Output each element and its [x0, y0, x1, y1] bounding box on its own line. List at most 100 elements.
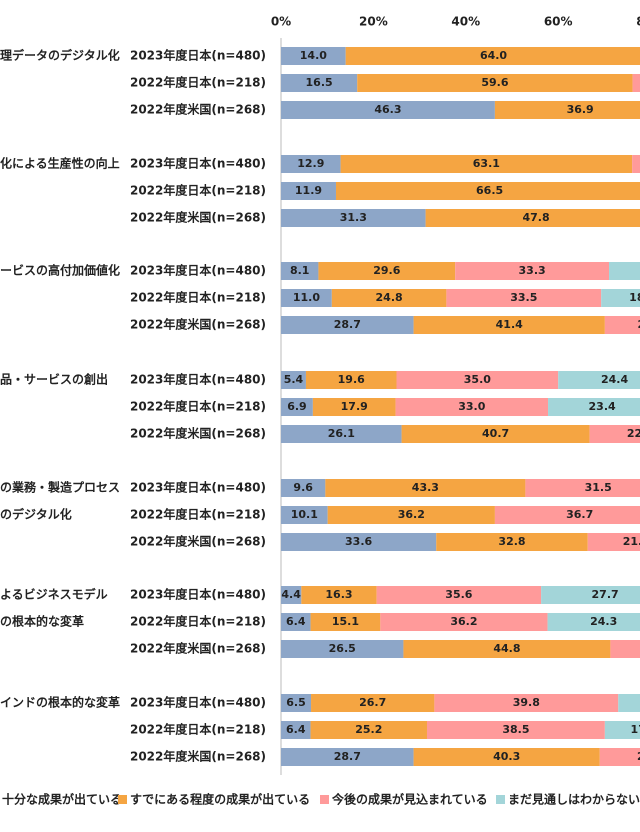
bar-segment	[281, 586, 302, 604]
bar-segment	[604, 316, 640, 334]
bar-segment	[305, 371, 397, 389]
bar-segment	[281, 479, 326, 497]
bar-segment	[587, 533, 640, 551]
bar-segment	[618, 694, 640, 712]
value-label: 26.7	[359, 696, 386, 709]
bar-segment	[335, 182, 640, 200]
value-label: 40.3	[493, 750, 520, 763]
value-label: 32.8	[498, 535, 525, 548]
bar-segment	[345, 47, 640, 65]
value-label: 9.6	[293, 481, 313, 494]
value-label: 47.8	[522, 211, 549, 224]
bar-segment	[281, 398, 313, 416]
row-label: 2022年度日本(n=218)	[130, 507, 266, 522]
value-label: 40.7	[482, 427, 509, 440]
x-tick-label: 80%	[636, 15, 640, 29]
value-label: 28.7	[334, 318, 361, 331]
bar-segment	[281, 748, 414, 766]
row-label: 2022年度米国(n=268)	[130, 102, 266, 117]
value-label: 10.1	[291, 508, 318, 521]
bar-segment	[318, 262, 456, 280]
row-label: 2023年度日本(n=480)	[130, 695, 266, 710]
value-label: 20.0	[637, 318, 640, 331]
bar-segment	[311, 694, 435, 712]
bar-segment	[281, 182, 336, 200]
value-label: 33.5	[510, 291, 537, 304]
value-label: 36.2	[450, 615, 477, 628]
x-tick-label: 0%	[271, 15, 291, 29]
bar-segment	[425, 209, 640, 227]
value-label: 11.9	[295, 184, 322, 197]
value-label: 36.2	[398, 508, 425, 521]
row-label: 2022年度日本(n=218)	[130, 183, 266, 198]
bar-segment	[632, 74, 640, 92]
value-label: 36.7	[566, 508, 593, 521]
value-label: 16.5	[306, 76, 333, 89]
bar-segment	[380, 613, 548, 631]
bar-segment	[401, 425, 590, 443]
bar-segment	[281, 289, 332, 307]
bar-segment	[395, 398, 549, 416]
value-label: 6.4	[286, 723, 306, 736]
legend-label: 十分な成果が出ている	[2, 792, 122, 807]
value-label: 5.4	[284, 373, 304, 386]
value-label: 59.6	[481, 76, 508, 89]
value-label: 36.9	[567, 103, 594, 116]
bar-segment	[340, 155, 633, 173]
bar-segment	[632, 155, 640, 173]
bar-segment	[281, 694, 312, 712]
group-label: の根本的な変革	[0, 614, 84, 629]
value-label: 11.0	[293, 291, 320, 304]
bar-segment	[548, 398, 640, 416]
value-label: 29.6	[373, 264, 400, 277]
bar-segment	[312, 398, 396, 416]
bar-segment	[413, 748, 600, 766]
row-label: 2023年度日本(n=480)	[130, 480, 266, 495]
row-label: 2023年度日本(n=480)	[130, 156, 266, 171]
value-label: 4.4	[281, 588, 301, 601]
value-label: 24.4	[601, 373, 628, 386]
bar-segment	[396, 371, 559, 389]
group-label: インドの根本的な変革	[0, 695, 120, 710]
bar-segment	[281, 155, 341, 173]
bar-segment	[281, 47, 346, 65]
bar-segment	[403, 640, 611, 658]
bar-segment	[541, 586, 640, 604]
value-label: 26.5	[329, 642, 356, 655]
value-label: 33.6	[345, 535, 372, 548]
group-label: 品・サービスの創出	[0, 372, 108, 387]
bar-segment	[455, 262, 610, 280]
bar-segment	[357, 74, 633, 92]
bar-segment	[325, 479, 526, 497]
row-label: 2022年度米国(n=268)	[130, 317, 266, 332]
bar-segment	[494, 101, 640, 119]
bar-segment	[281, 506, 328, 524]
value-label: 35.0	[464, 373, 491, 386]
bar-segment	[310, 721, 427, 739]
group-label: 理データのデジタル化	[0, 48, 120, 63]
row-label: 2022年度米国(n=268)	[130, 641, 266, 656]
value-label: 64.0	[480, 49, 507, 62]
bar-segment	[525, 479, 640, 497]
row-label: 2023年度日本(n=480)	[130, 263, 266, 278]
value-label: 46.3	[374, 103, 401, 116]
value-label: 8.1	[290, 264, 310, 277]
bar-segment	[331, 289, 447, 307]
legend-label: すでにある程度の成果が出ている	[130, 792, 310, 807]
bar-segment	[281, 640, 404, 658]
value-label: 25.2	[355, 723, 382, 736]
bar-segment	[436, 533, 588, 551]
value-label: 33.3	[519, 264, 546, 277]
value-label: 14.0	[300, 49, 327, 62]
value-label: 21.0	[623, 535, 640, 548]
value-label: 16.3	[325, 588, 352, 601]
value-label: 38.5	[502, 723, 529, 736]
bar-segment	[426, 721, 605, 739]
bar-segment	[547, 613, 640, 631]
row-label: 2023年度日本(n=480)	[130, 587, 266, 602]
bar-segment	[434, 694, 619, 712]
value-label: 41.4	[496, 318, 523, 331]
row-label: 2022年度米国(n=268)	[130, 534, 266, 549]
value-label: 66.5	[476, 184, 503, 197]
